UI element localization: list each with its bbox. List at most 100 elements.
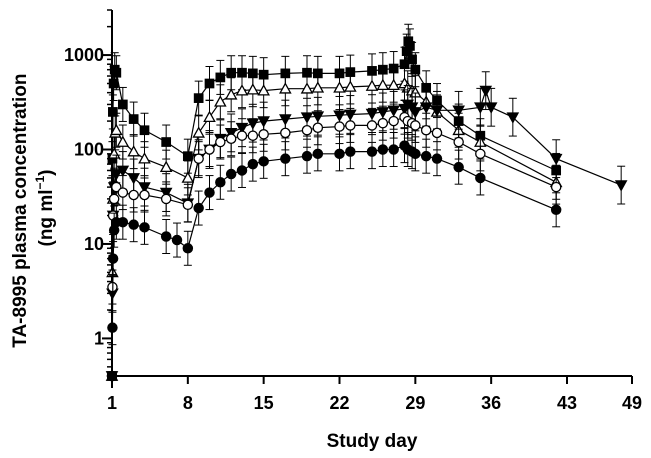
data-point (204, 78, 215, 89)
data-point (366, 120, 378, 131)
data-point (116, 165, 130, 178)
data-point (111, 181, 122, 193)
data-point (138, 152, 151, 164)
data-point (247, 130, 259, 141)
data-point (312, 148, 324, 160)
data-point (110, 123, 123, 136)
x-tick-label: 49 (622, 393, 642, 413)
data-point (225, 168, 237, 180)
data-point (192, 126, 205, 138)
data-point (453, 136, 464, 148)
data-point (160, 193, 172, 205)
data-point (300, 82, 314, 94)
data-point (111, 67, 122, 78)
data-point (159, 160, 173, 173)
data-point (376, 78, 390, 91)
data-point (139, 222, 150, 233)
data-point (344, 80, 357, 92)
x-tick-label: 8 (183, 393, 193, 413)
data-point (117, 216, 129, 228)
data-point (345, 146, 356, 157)
data-point (247, 158, 259, 170)
data-point (204, 144, 215, 155)
data-point (419, 102, 433, 114)
data-point (235, 84, 249, 96)
y-tick-label: 100 (74, 140, 104, 160)
data-point (301, 124, 313, 136)
data-point (420, 124, 432, 136)
data-point (366, 146, 378, 157)
data-point (226, 67, 237, 78)
data-point (128, 189, 139, 201)
data-point (215, 72, 226, 83)
data-point (225, 133, 237, 145)
data-point (388, 115, 399, 127)
data-point (311, 81, 325, 93)
data-point (479, 85, 493, 98)
data-point (182, 199, 194, 211)
data-point (333, 81, 346, 93)
series-line (111, 88, 622, 377)
data-point (475, 172, 486, 184)
data-point (224, 88, 238, 100)
data-point (107, 253, 119, 264)
data-point (550, 181, 562, 193)
y-tick-label: 1000 (64, 45, 104, 65)
data-point (161, 137, 172, 147)
y-axis-title-unit-prefix: (ng ml (36, 190, 57, 247)
data-point (128, 114, 139, 124)
data-point (108, 78, 119, 89)
data-point (106, 370, 118, 382)
data-point (236, 165, 248, 176)
data-point (193, 153, 204, 164)
y-tick-label: 10 (84, 234, 104, 254)
x-tick-label: 29 (405, 393, 425, 413)
data-point (431, 153, 443, 164)
data-point (139, 189, 150, 201)
series-filled-circle (106, 128, 562, 382)
data-point (405, 41, 415, 51)
data-point (301, 150, 313, 162)
data-point (365, 79, 379, 91)
data-point (279, 82, 292, 94)
data-point (549, 153, 563, 166)
series-filled-triangle-down (105, 71, 628, 383)
x-tick-label: 1 (107, 393, 117, 413)
data-point (410, 120, 421, 131)
data-point (203, 110, 216, 123)
data-point (410, 64, 421, 75)
x-tick-label: 43 (557, 393, 577, 413)
series-filled-square (107, 23, 562, 381)
data-point (388, 144, 399, 155)
data-point (108, 193, 120, 205)
data-point (257, 84, 270, 96)
series-layer (105, 23, 628, 383)
data-point (117, 99, 128, 110)
x-tick-label: 36 (481, 393, 501, 413)
data-point (475, 148, 486, 160)
data-point (345, 120, 356, 131)
data-point (258, 129, 269, 140)
data-point (377, 144, 389, 155)
y-axis-title-unit-suffix: ) (36, 169, 57, 175)
data-point (430, 105, 444, 117)
data-point (258, 156, 269, 167)
data-point (181, 171, 195, 183)
data-point (280, 127, 291, 139)
data-point (312, 122, 324, 133)
data-point (377, 117, 389, 129)
data-point (117, 187, 129, 198)
data-point (127, 145, 140, 157)
data-point (215, 136, 226, 148)
data-point (614, 180, 628, 192)
data-point (334, 121, 345, 132)
data-point (236, 130, 248, 141)
y-axis-title-main: TA-8995 plasma concentration (10, 74, 31, 348)
x-tick-label: 22 (329, 393, 349, 413)
data-point (453, 161, 464, 173)
data-point (108, 107, 118, 117)
data-point (215, 177, 226, 188)
data-point (204, 187, 215, 198)
data-point (387, 78, 400, 91)
